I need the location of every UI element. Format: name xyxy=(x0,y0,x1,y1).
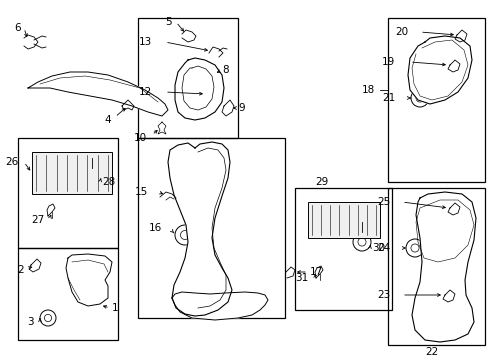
Text: 29: 29 xyxy=(316,177,329,187)
Text: 13: 13 xyxy=(139,37,152,47)
Bar xyxy=(18,138,118,248)
Bar xyxy=(18,248,118,340)
Text: 21: 21 xyxy=(382,93,395,103)
Text: 18: 18 xyxy=(362,85,375,95)
Text: 20: 20 xyxy=(395,27,408,37)
Text: 5: 5 xyxy=(165,17,172,27)
Bar xyxy=(32,152,112,194)
Text: 3: 3 xyxy=(27,317,34,327)
Bar xyxy=(138,18,238,138)
Text: 28: 28 xyxy=(102,177,115,187)
Polygon shape xyxy=(168,142,232,316)
Polygon shape xyxy=(175,58,224,120)
Text: 22: 22 xyxy=(425,347,439,357)
Text: 17: 17 xyxy=(310,267,323,277)
Text: 15: 15 xyxy=(135,187,148,197)
Text: 10: 10 xyxy=(133,133,147,143)
Text: 9: 9 xyxy=(238,103,245,113)
Text: 2: 2 xyxy=(17,265,24,275)
Text: 24: 24 xyxy=(377,243,390,253)
Polygon shape xyxy=(412,192,476,342)
Polygon shape xyxy=(66,254,112,306)
Text: 30: 30 xyxy=(372,243,385,253)
Text: 23: 23 xyxy=(377,290,390,300)
Text: 16: 16 xyxy=(149,223,162,233)
Bar xyxy=(308,202,380,238)
Bar xyxy=(138,138,285,318)
Text: 1: 1 xyxy=(112,303,119,313)
Text: 25: 25 xyxy=(377,197,390,207)
Text: 19: 19 xyxy=(382,57,395,67)
Text: 8: 8 xyxy=(222,65,229,75)
Text: 4: 4 xyxy=(105,115,111,125)
Bar xyxy=(295,188,392,310)
Text: 27: 27 xyxy=(31,215,44,225)
Bar xyxy=(388,188,485,345)
Text: 6: 6 xyxy=(15,23,21,33)
Text: 12: 12 xyxy=(139,87,152,97)
Text: 31: 31 xyxy=(295,273,308,283)
Polygon shape xyxy=(172,292,268,320)
Text: 26: 26 xyxy=(5,157,18,167)
Bar xyxy=(388,18,485,182)
Polygon shape xyxy=(28,72,168,116)
Polygon shape xyxy=(408,36,472,104)
